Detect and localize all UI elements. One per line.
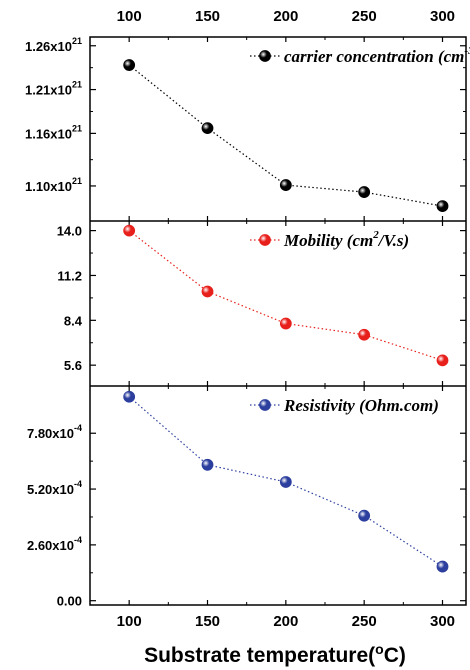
- series-line: [128, 230, 443, 361]
- legend-marker: [259, 234, 271, 246]
- top-x-tick-label: 200: [273, 8, 298, 25]
- bottom-x-tick-label: 250: [352, 613, 377, 630]
- data-point: [201, 285, 214, 298]
- legend-label: carrier concentration (cm-3): [284, 45, 470, 66]
- legend-label: Mobility (cm2/V.s): [283, 229, 409, 250]
- data-point: [436, 200, 449, 213]
- y-tick-label: 5.6: [64, 358, 82, 373]
- x-axis-label: Substrate temperature(oC): [144, 641, 406, 667]
- y-tick-label: 2.60x10-4: [27, 535, 82, 553]
- data-point: [436, 560, 449, 573]
- data-point: [358, 186, 371, 198]
- data-point: [123, 224, 136, 237]
- y-tick-label: 0.00: [57, 594, 82, 609]
- series-line: [128, 396, 443, 568]
- bottom-x-tick-label: 200: [273, 613, 298, 630]
- y-tick-label: 5.20x10-4: [27, 479, 82, 497]
- plot-frame: [89, 36, 467, 606]
- bottom-x-tick-label: 150: [195, 613, 220, 630]
- data-point: [123, 390, 136, 403]
- y-tick-label: 11.2: [57, 268, 82, 283]
- top-x-tick-label: 150: [195, 8, 220, 25]
- y-tick-label: 1.16x1021: [25, 123, 82, 141]
- legend-marker: [259, 50, 271, 62]
- data-point: [279, 179, 292, 191]
- data-point: [436, 354, 449, 367]
- y-tick-label: 1.26x1021: [25, 36, 82, 54]
- bottom-x-tick-label: 100: [117, 613, 142, 630]
- y-tick-label: 7.80x10-4: [27, 423, 82, 441]
- data-point: [201, 122, 214, 135]
- legend-label: Resistivity (Ohm.com): [283, 396, 439, 415]
- data-point: [358, 328, 371, 341]
- data-point: [123, 59, 136, 71]
- y-tick-label: 8.4: [64, 313, 83, 328]
- top-x-tick-label: 300: [430, 8, 455, 25]
- data-point: [358, 509, 371, 522]
- y-tick-label: 14.0: [57, 224, 82, 239]
- top-x-tick-label: 250: [352, 8, 377, 25]
- data-point: [279, 476, 292, 488]
- legend-marker: [259, 399, 271, 411]
- top-x-tick-label: 100: [117, 8, 142, 25]
- data-point: [201, 458, 214, 471]
- bottom-x-tick-label: 300: [430, 613, 455, 630]
- data-point: [279, 317, 292, 330]
- y-tick-label: 1.21x1021: [25, 80, 82, 98]
- y-tick-label: 1.10x1021: [25, 176, 82, 194]
